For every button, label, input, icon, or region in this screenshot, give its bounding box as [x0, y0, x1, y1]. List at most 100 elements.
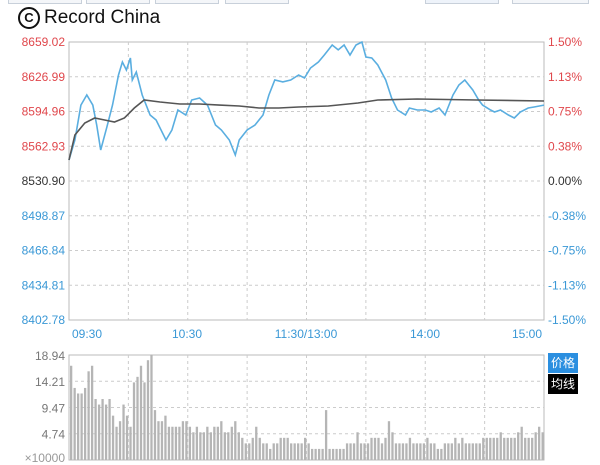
volume-bar: [335, 448, 338, 460]
volume-bar: [248, 443, 251, 460]
volume-bar: [136, 376, 139, 460]
volume-tick-label: 18.94: [35, 349, 65, 363]
volume-bar: [419, 443, 422, 460]
volume-bar: [87, 371, 90, 460]
volume-bar: [202, 432, 206, 460]
volume-bar: [146, 360, 150, 460]
tab[interactable]: [86, 0, 150, 4]
volume-bar: [398, 443, 401, 460]
volume-bar: [150, 354, 153, 460]
volume-bar: [111, 415, 115, 460]
y-tick-label-right: 1.13%: [548, 70, 582, 84]
volume-bar: [125, 415, 129, 460]
volume-bar: [307, 443, 310, 460]
volume-bar: [366, 443, 370, 460]
volume-bar: [272, 443, 275, 460]
volume-bar: [185, 421, 188, 460]
volume-bar: [412, 443, 415, 460]
button[interactable]: [512, 0, 589, 4]
volume-bar: [262, 443, 265, 460]
volume-tick-label: 9.47: [42, 402, 66, 416]
volume-bar: [139, 365, 143, 460]
tab[interactable]: [155, 0, 219, 4]
volume-bar: [447, 443, 450, 460]
volume-bar: [160, 421, 164, 460]
x-tick-label: 10:30: [172, 327, 202, 341]
volume-bar: [108, 399, 111, 460]
volume-bar: [206, 426, 209, 460]
volume-bar: [387, 421, 391, 460]
volume-bar: [401, 443, 405, 460]
tab[interactable]: [225, 0, 289, 4]
y-tick-label-right: 0.75%: [548, 105, 582, 119]
volume-bar: [373, 437, 377, 460]
volume-bar: [534, 432, 537, 460]
volume-bar: [310, 448, 314, 460]
volume-bar: [209, 432, 212, 460]
x-tick-label: 14:00: [410, 327, 440, 341]
volume-bar: [513, 437, 516, 460]
volume-bar: [426, 437, 429, 460]
volume-bar: [429, 443, 433, 460]
volume-bar: [471, 443, 474, 460]
volume-bar: [510, 437, 513, 460]
y-tick-label-right: 0.00%: [548, 174, 582, 188]
y-tick-label-left: 8402.78: [22, 313, 66, 327]
y-tick-label-right: -0.75%: [548, 244, 586, 258]
legend-average-button[interactable]: 均线: [548, 374, 578, 394]
volume-bar: [377, 437, 380, 460]
volume-bar: [331, 448, 335, 460]
volume-bar: [174, 426, 178, 460]
volume-bar: [314, 448, 317, 460]
volume-bar: [297, 443, 300, 460]
volume-bar: [464, 443, 467, 460]
volume-bar: [230, 426, 233, 460]
y-tick-label-left: 8659.02: [22, 35, 66, 49]
volume-bar: [356, 432, 359, 460]
y-tick-label-right: -1.50%: [548, 313, 586, 327]
volume-bar: [380, 443, 384, 460]
volume-bar: [422, 443, 426, 460]
volume-bar: [192, 432, 195, 460]
volume-bar: [164, 415, 167, 460]
volume-bar: [97, 404, 101, 460]
volume-tick-label: 4.74: [42, 428, 66, 442]
watermark-text: Record China: [44, 7, 161, 28]
volume-bar: [527, 437, 530, 460]
volume-bar: [276, 443, 279, 460]
tab[interactable]: [8, 0, 82, 4]
volume-bar: [433, 443, 436, 460]
x-tick-label: 09:30: [72, 327, 102, 341]
volume-bar: [468, 443, 471, 460]
volume-bar: [384, 437, 387, 460]
volume-bar: [317, 448, 321, 460]
volume-bar: [405, 443, 408, 460]
volume-bar: [475, 443, 478, 460]
volume-bar: [251, 437, 254, 460]
legend-price-button[interactable]: 价格: [548, 353, 578, 373]
volume-bar: [482, 437, 485, 460]
volume-bar: [237, 432, 240, 460]
y-tick-label-left: 8466.84: [22, 244, 66, 258]
volume-bar: [213, 426, 216, 460]
volume-bar: [496, 437, 499, 460]
volume-bar: [143, 382, 146, 460]
volume-bar: [167, 426, 171, 460]
y-tick-label-left: 8498.87: [22, 209, 66, 223]
volume-bar: [216, 426, 219, 460]
y-tick-label-left: 8530.90: [22, 174, 66, 188]
volume-bar: [199, 432, 202, 460]
volume-bar: [359, 443, 363, 460]
volume-bar: [450, 443, 453, 460]
y-tick-label-right: -0.38%: [548, 209, 586, 223]
volume-bar: [70, 365, 73, 460]
dropdown[interactable]: [425, 0, 499, 4]
volume-bar: [394, 443, 398, 460]
volume-bar: [443, 443, 447, 460]
y-tick-label-right: -1.13%: [548, 278, 586, 292]
volume-bar: [195, 426, 199, 460]
average-line: [68, 98, 545, 161]
volume-bar: [457, 443, 460, 460]
volume-bar: [115, 426, 118, 460]
